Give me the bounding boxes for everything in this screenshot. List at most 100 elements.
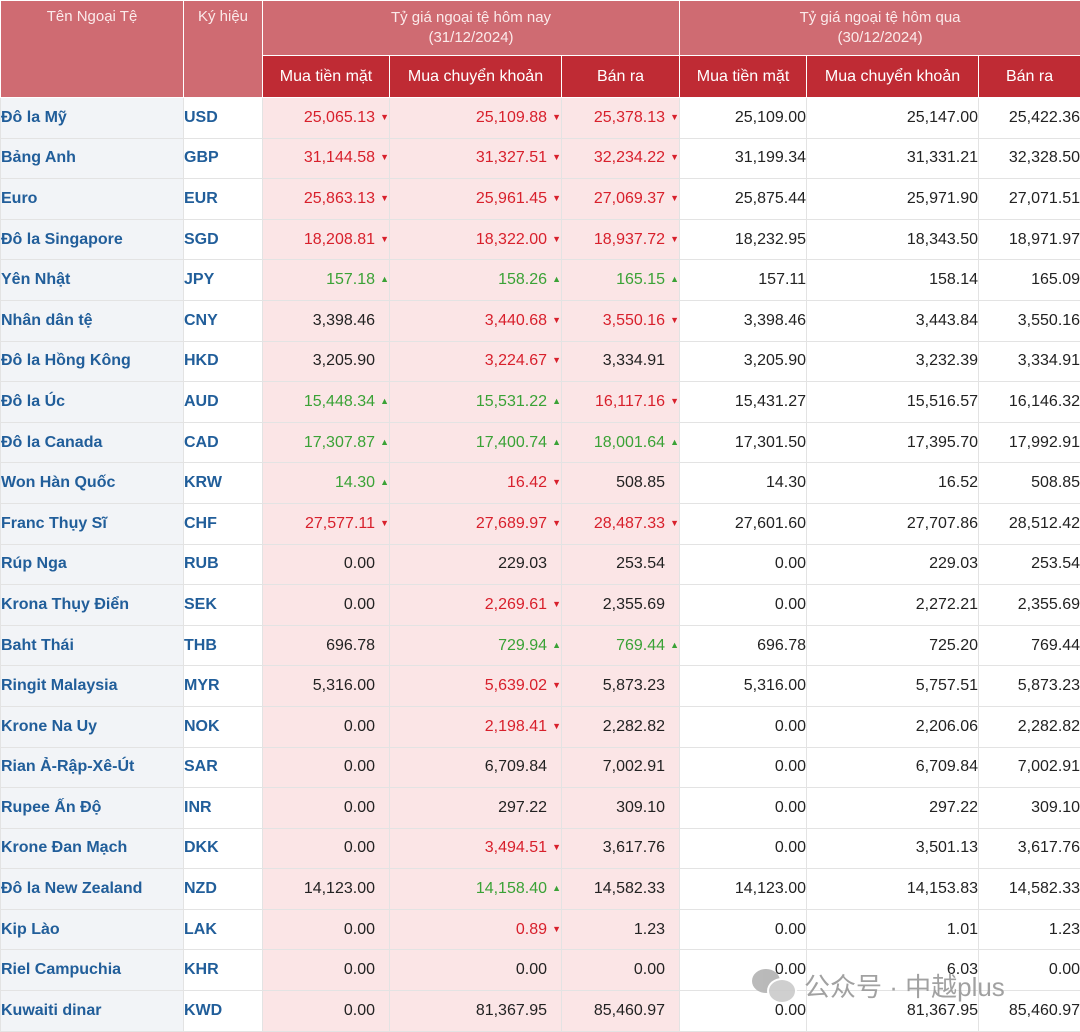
today-cash-buy-cell: 0.00 — [263, 706, 390, 747]
header-yesterday-sell: Bán ra — [979, 56, 1080, 98]
today-transfer-buy-value: 3,224.67 — [485, 352, 547, 369]
table-header: Tên Ngoại Tệ Ký hiệu Tỷ giá ngoại tệ hôm… — [1, 1, 1080, 98]
trend-down-icon — [375, 193, 389, 203]
trend-up-icon — [665, 274, 679, 284]
today-transfer-buy-cell: 297.22 — [390, 788, 562, 829]
today-transfer-buy-value: 297.22 — [498, 799, 547, 816]
today-cash-buy-value: 31,144.58 — [304, 149, 375, 166]
yesterday-transfer-buy-value: 2,272.21 — [807, 585, 979, 626]
today-cash-buy-value: 0.00 — [344, 555, 375, 572]
today-transfer-buy-cell: 3,224.67 — [390, 341, 562, 382]
table-row: Baht TháiTHB696.78729.94769.44696.78725.… — [1, 625, 1080, 666]
today-transfer-buy-cell: 6,709.84 — [390, 747, 562, 788]
trend-down-icon — [665, 396, 679, 406]
header-today-cash-buy: Mua tiền mặt — [263, 56, 390, 98]
today-transfer-buy-value: 31,327.51 — [476, 149, 547, 166]
today-cash-buy-value: 0.00 — [344, 1002, 375, 1019]
today-sell-cell: 2,355.69 — [562, 585, 680, 626]
currency-name: Riel Campuchia — [1, 950, 184, 991]
currency-name: Bảng Anh — [1, 138, 184, 179]
today-sell-value: 5,873.23 — [603, 677, 665, 694]
yesterday-cash-buy-value: 31,199.34 — [680, 138, 807, 179]
yesterday-cash-buy-value: 17,301.50 — [680, 422, 807, 463]
today-sell-cell: 1.23 — [562, 909, 680, 950]
trend-down-icon — [547, 680, 561, 690]
currency-code: THB — [184, 625, 263, 666]
yesterday-transfer-buy-value: 15,516.57 — [807, 382, 979, 423]
currency-name: Kuwaiti dinar — [1, 991, 184, 1032]
yesterday-transfer-buy-value: 3,501.13 — [807, 828, 979, 869]
today-cash-buy-value: 5,316.00 — [313, 677, 375, 694]
table-row: Ringit MalaysiaMYR5,316.005,639.025,873.… — [1, 666, 1080, 707]
today-cash-buy-cell: 3,398.46 — [263, 300, 390, 341]
header-yesterday-cash-buy: Mua tiền mặt — [680, 56, 807, 98]
today-cash-buy-cell: 0.00 — [263, 991, 390, 1032]
today-sell-value: 309.10 — [616, 799, 665, 816]
table-row: Đô la ÚcAUD15,448.3415,531.2216,117.1615… — [1, 382, 1080, 423]
today-transfer-buy-cell: 81,367.95 — [390, 991, 562, 1032]
currency-code: KRW — [184, 463, 263, 504]
yesterday-transfer-buy-value: 297.22 — [807, 788, 979, 829]
yesterday-cash-buy-value: 157.11 — [680, 260, 807, 301]
yesterday-transfer-buy-value: 2,206.06 — [807, 706, 979, 747]
currency-name: Rúp Nga — [1, 544, 184, 585]
table-row: Đô la CanadaCAD17,307.8717,400.7418,001.… — [1, 422, 1080, 463]
watermark: 公众号 · 中越plus — [752, 963, 1005, 1007]
today-sell-value: 25,378.13 — [594, 109, 665, 126]
table-row: Won Hàn QuốcKRW14.3016.42508.8514.3016.5… — [1, 463, 1080, 504]
trend-down-icon — [547, 234, 561, 244]
today-cash-buy-cell: 31,144.58 — [263, 138, 390, 179]
today-sell-value: 769.44 — [616, 637, 665, 654]
today-sell-cell: 165.15 — [562, 260, 680, 301]
today-cash-buy-value: 0.00 — [344, 758, 375, 775]
today-sell-value: 7,002.91 — [603, 758, 665, 775]
today-cash-buy-cell: 18,208.81 — [263, 219, 390, 260]
yesterday-sell-value: 14,582.33 — [979, 869, 1080, 910]
today-cash-buy-cell: 5,316.00 — [263, 666, 390, 707]
today-sell-value: 32,234.22 — [594, 149, 665, 166]
today-transfer-buy-cell: 158.26 — [390, 260, 562, 301]
yesterday-transfer-buy-value: 25,971.90 — [807, 179, 979, 220]
today-cash-buy-value: 0.00 — [344, 596, 375, 613]
today-cash-buy-value: 27,577.11 — [305, 515, 375, 532]
today-sell-cell: 7,002.91 — [562, 747, 680, 788]
trend-up-icon — [375, 274, 389, 284]
currency-code: CNY — [184, 300, 263, 341]
today-sell-cell: 5,873.23 — [562, 666, 680, 707]
yesterday-sell-value: 27,071.51 — [979, 179, 1080, 220]
yesterday-cash-buy-value: 3,398.46 — [680, 300, 807, 341]
today-transfer-buy-value: 16.42 — [507, 474, 547, 491]
yesterday-sell-value: 2,282.82 — [979, 706, 1080, 747]
table-row: Đô la SingaporeSGD18,208.8118,322.0018,9… — [1, 219, 1080, 260]
yesterday-transfer-buy-value: 5,757.51 — [807, 666, 979, 707]
yesterday-transfer-buy-value: 16.52 — [807, 463, 979, 504]
today-transfer-buy-cell: 17,400.74 — [390, 422, 562, 463]
currency-code: MYR — [184, 666, 263, 707]
table-row: Bảng AnhGBP31,144.5831,327.5132,234.2231… — [1, 138, 1080, 179]
yesterday-cash-buy-value: 0.00 — [680, 706, 807, 747]
yesterday-sell-value: 7,002.91 — [979, 747, 1080, 788]
trend-up-icon — [547, 883, 561, 893]
currency-name: Kip Lào — [1, 909, 184, 950]
today-sell-cell: 18,937.72 — [562, 219, 680, 260]
trend-down-icon — [665, 193, 679, 203]
trend-up-icon — [547, 396, 561, 406]
yesterday-cash-buy-value: 0.00 — [680, 585, 807, 626]
today-sell-value: 28,487.33 — [594, 515, 665, 532]
today-cash-buy-cell: 0.00 — [263, 747, 390, 788]
trend-down-icon — [547, 599, 561, 609]
trend-down-icon — [375, 112, 389, 122]
trend-down-icon — [547, 315, 561, 325]
today-cash-buy-value: 3,398.46 — [313, 312, 375, 329]
yesterday-sell-value: 3,334.91 — [979, 341, 1080, 382]
yesterday-cash-buy-value: 14,123.00 — [680, 869, 807, 910]
today-sell-value: 3,334.91 — [603, 352, 665, 369]
today-sell-cell: 32,234.22 — [562, 138, 680, 179]
trend-up-icon — [375, 396, 389, 406]
today-transfer-buy-value: 729.94 — [498, 637, 547, 654]
today-transfer-buy-cell: 18,322.00 — [390, 219, 562, 260]
today-sell-value: 0.00 — [634, 961, 665, 978]
yesterday-cash-buy-value: 0.00 — [680, 909, 807, 950]
